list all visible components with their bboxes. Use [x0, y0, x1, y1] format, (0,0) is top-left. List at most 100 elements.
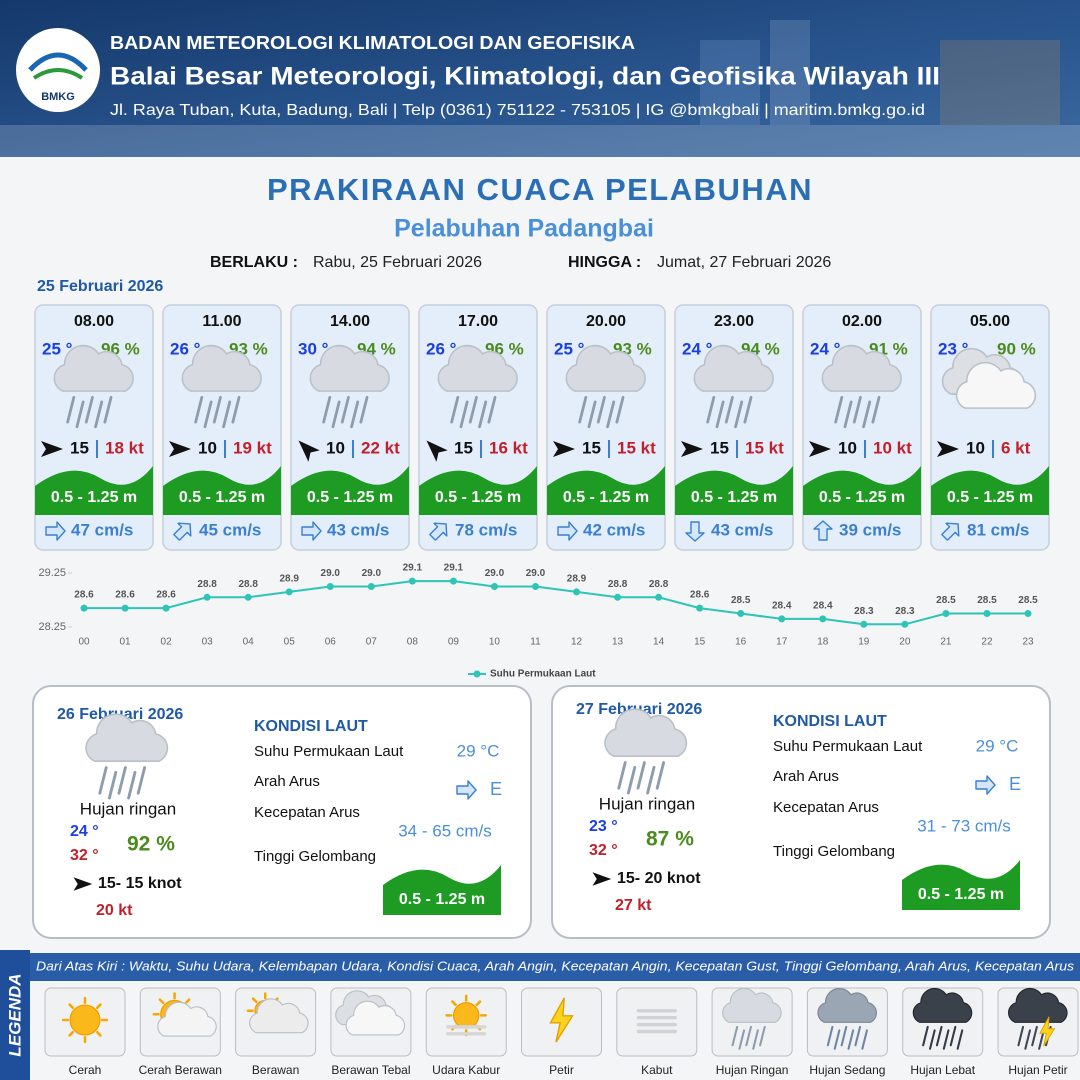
- logo-text: BMKG: [41, 91, 75, 103]
- current-direction-arrow: [813, 520, 833, 541]
- weather-icon: [941, 347, 1037, 409]
- valid-from: Rabu, 25 Februari 2026: [313, 254, 482, 271]
- time: 11.00: [202, 313, 241, 330]
- x-tick-label: 17: [776, 637, 788, 648]
- wave-height: 0.5 - 1.25 m: [563, 489, 649, 506]
- rain: [340, 395, 350, 424]
- data-label: 28.6: [690, 590, 710, 601]
- rain: [450, 395, 460, 424]
- x-tick-label: 01: [119, 637, 131, 648]
- wave-height: 0.5 - 1.25 m: [179, 489, 265, 506]
- current-direction-arrow: [975, 775, 996, 795]
- header-decoration: [0, 20, 1080, 157]
- wave-area: [902, 860, 1020, 910]
- wind-speed: 15: [454, 438, 473, 457]
- rain: [871, 395, 881, 424]
- cloud: [249, 998, 309, 1034]
- legend-label: Cerah Berawan: [139, 1063, 222, 1077]
- condition: Hujan ringan: [599, 794, 695, 813]
- x-tick-label: 14: [653, 637, 665, 648]
- weather-icon: [61, 996, 109, 1044]
- weather-icon: [821, 344, 902, 429]
- rain: [636, 761, 646, 790]
- cloud: [817, 988, 877, 1023]
- wind-speed: 15: [70, 438, 89, 457]
- legend-label: Hujan Ringan: [716, 1063, 789, 1077]
- current-speed: 42 cm/s: [583, 520, 645, 539]
- x-tick-label: 16: [735, 637, 747, 648]
- cloud: [1008, 988, 1068, 1023]
- wind-speed: 15- 15 knot: [98, 875, 182, 892]
- cloud: [53, 344, 134, 392]
- legend-label: Kabut: [641, 1063, 673, 1077]
- x-tick-label: 09: [448, 637, 460, 648]
- contact-line: Jl. Raya Tuban, Kuta, Badung, Bali | Tel…: [110, 102, 925, 119]
- data-label: 28.8: [197, 579, 217, 590]
- sun-ray: [68, 1030, 75, 1037]
- weather-icon: [693, 344, 774, 429]
- wind-speed: 10: [966, 438, 985, 457]
- data-label: 28.8: [608, 579, 628, 590]
- wave-area: [35, 466, 153, 515]
- point: [80, 604, 88, 612]
- time: 23.00: [714, 313, 754, 330]
- wave-area: [419, 466, 537, 515]
- wave-height: 0.5 - 1.25 m: [51, 489, 137, 506]
- point: [737, 610, 745, 617]
- legend-icon-box: [616, 987, 698, 1057]
- wind-direction-arrow: [73, 877, 93, 891]
- rain: [136, 766, 147, 795]
- point: [614, 593, 622, 601]
- rain: [468, 395, 478, 424]
- legend-label: Udara Kabur: [432, 1063, 500, 1077]
- wind-speed: 15: [710, 438, 729, 457]
- wind-direction-arrow: [426, 440, 448, 462]
- rain: [646, 765, 656, 795]
- weather-icon: [912, 988, 973, 1050]
- point: [285, 588, 293, 596]
- time: 14.00: [330, 313, 370, 330]
- x-tick-label: 02: [161, 637, 173, 648]
- rain: [1031, 1025, 1038, 1047]
- legend-label: Berawan Tebal: [331, 1063, 410, 1077]
- x-tick-label: 19: [858, 637, 870, 648]
- current-speed-label: Kecepatan Arus: [254, 804, 360, 821]
- rain: [107, 770, 118, 800]
- point: [819, 615, 827, 623]
- data-label: 28.8: [238, 579, 258, 590]
- legend-label: Petir: [549, 1063, 574, 1077]
- sun-ray: [95, 1030, 102, 1037]
- bolt: [1039, 1016, 1056, 1047]
- data-label: 28.4: [813, 601, 833, 612]
- temp-max: 32 °: [70, 847, 99, 864]
- current-direction-arrow: [685, 521, 705, 542]
- x-tick-label: 11: [530, 637, 541, 648]
- rain: [194, 395, 204, 424]
- rain: [862, 400, 872, 429]
- current-direction: E: [1009, 774, 1021, 794]
- rain: [84, 395, 94, 424]
- wind-direction-arrow: [681, 441, 703, 457]
- data-label: 29.1: [403, 563, 423, 574]
- data-label: 29.0: [321, 568, 341, 579]
- rain: [231, 395, 241, 424]
- rain: [1017, 1025, 1025, 1047]
- weather-icon: [549, 997, 574, 1043]
- valid-to: Jumat, 27 Februari 2026: [657, 254, 831, 271]
- weather-icon: [309, 344, 390, 429]
- wave-area: [803, 466, 921, 515]
- gust-speed: 15 kt: [617, 438, 656, 457]
- x-tick-label: 20: [899, 637, 911, 648]
- point: [983, 610, 991, 617]
- sea-title: KONDISI LAUT: [254, 718, 368, 735]
- rain: [322, 395, 332, 424]
- cloud: [565, 344, 646, 392]
- data-label: 28.5: [731, 595, 751, 606]
- sun-ray: [251, 997, 258, 1004]
- point: [901, 620, 909, 628]
- rain: [843, 400, 853, 429]
- current-speed: 34 - 65 cm/s: [398, 821, 492, 840]
- wave-area: [547, 466, 665, 515]
- y-tick-label: 29.25: [38, 567, 66, 579]
- current-direction-label: Arah Arus: [254, 773, 320, 790]
